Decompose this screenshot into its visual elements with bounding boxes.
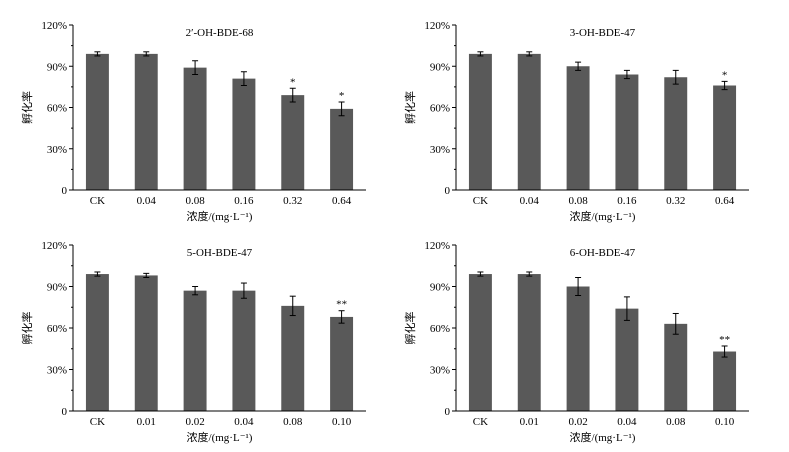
x-tick-label: 0.04 — [137, 195, 157, 207]
bar — [85, 53, 109, 191]
panel-5-oh-bde-47: CK 0.01 0.02 0.04 0.08 ** 0.10 0 30% 60% 90% 120% 5-… — [20, 240, 366, 444]
x-tick-label: CK — [90, 195, 105, 207]
x-tick-label: 0.02 — [185, 416, 204, 428]
y-axis-label: 孵化率 — [403, 312, 417, 345]
x-tick-label: 0.08 — [283, 416, 303, 428]
bar — [183, 67, 207, 191]
bar — [468, 53, 492, 191]
x-tick-label: 0.02 — [568, 416, 587, 428]
panel-6-oh-bde-47: CK 0.01 0.02 0.04 0.08 ** 0.10 0 30% 60% 90% 120% 6-… — [403, 240, 749, 444]
y-tick-label: 0 — [62, 406, 68, 418]
x-tick-label: 0.64 — [715, 195, 735, 207]
x-tick-label: 0.64 — [332, 195, 352, 207]
x-tick-label: 0.08 — [185, 195, 205, 207]
significance-mark: * — [290, 76, 296, 88]
x-axis-label: 浓度/(mg·L⁻¹) — [187, 209, 253, 223]
x-tick-label: 0.01 — [520, 416, 539, 428]
x-tick-label: 0.16 — [617, 195, 637, 207]
bar — [134, 275, 158, 411]
bar — [85, 274, 109, 411]
x-tick-label: 0.01 — [137, 416, 156, 428]
y-tick-label: 90% — [47, 282, 67, 294]
y-axis-label: 孵化率 — [403, 91, 417, 124]
bar — [615, 308, 639, 411]
y-tick-label: 60% — [430, 103, 450, 115]
y-tick-label: 90% — [430, 282, 450, 294]
y-tick-label: 90% — [430, 61, 450, 73]
y-tick-label: 30% — [430, 365, 450, 377]
x-tick-label: 0.04 — [234, 416, 254, 428]
x-tick-label: 0.10 — [332, 416, 352, 428]
significance-mark: ** — [719, 334, 730, 346]
x-tick-label: 0.08 — [568, 195, 588, 207]
bar — [566, 66, 590, 190]
y-tick-label: 30% — [47, 365, 67, 377]
bar — [566, 286, 590, 411]
panel-title: 3-OH-BDE-47 — [570, 27, 636, 39]
bar — [664, 323, 688, 411]
bar — [281, 305, 305, 411]
bar — [232, 78, 256, 190]
panel-title: 2′-OH-BDE-68 — [186, 27, 254, 39]
significance-mark: * — [722, 69, 728, 81]
y-tick-label: 60% — [47, 323, 67, 335]
bar — [183, 290, 207, 411]
bar — [517, 274, 541, 411]
x-axis-label: 浓度/(mg·L⁻¹) — [570, 209, 636, 223]
panel-3-oh-bde-47: CK 0.04 0.08 0.16 0.32 * 0.64 0 30% 60% 90% 120% 3-O… — [403, 20, 749, 223]
x-tick-label: 0.10 — [715, 416, 735, 428]
y-axis-label: 孵化率 — [20, 91, 34, 124]
y-tick-label: 120% — [41, 20, 67, 32]
y-axis-label: 孵化率 — [20, 312, 34, 345]
x-tick-label: 0.32 — [283, 195, 302, 207]
y-tick-label: 0 — [445, 406, 451, 418]
y-tick-label: 30% — [47, 144, 67, 156]
bar — [330, 316, 354, 411]
panel-title: 5-OH-BDE-47 — [187, 247, 253, 259]
bar — [330, 108, 354, 191]
x-axis-label: 浓度/(mg·L⁻¹) — [187, 430, 253, 444]
y-tick-label: 60% — [430, 323, 450, 335]
x-tick-label: 0.04 — [520, 195, 540, 207]
y-tick-label: 120% — [424, 240, 450, 252]
bar — [232, 290, 256, 411]
bar — [517, 53, 541, 191]
y-tick-label: 120% — [41, 240, 67, 252]
y-tick-label: 0 — [445, 185, 451, 197]
x-axis-label: 浓度/(mg·L⁻¹) — [570, 430, 636, 444]
y-tick-label: 60% — [47, 103, 67, 115]
bar — [468, 274, 492, 411]
bar — [664, 77, 688, 190]
significance-mark: ** — [336, 299, 347, 311]
y-tick-label: 120% — [424, 20, 450, 32]
bar — [615, 74, 639, 190]
significance-mark: * — [339, 90, 345, 102]
bar — [281, 95, 305, 190]
bar — [713, 85, 737, 190]
y-tick-label: 30% — [430, 144, 450, 156]
panel-title: 6-OH-BDE-47 — [570, 247, 636, 259]
bar — [134, 53, 158, 191]
bar — [713, 351, 737, 411]
x-tick-label: CK — [90, 416, 105, 428]
x-tick-label: 0.16 — [234, 195, 254, 207]
x-tick-label: 0.08 — [666, 416, 686, 428]
x-tick-label: 0.32 — [666, 195, 685, 207]
y-tick-label: 0 — [62, 185, 68, 197]
y-tick-label: 90% — [47, 61, 67, 73]
x-tick-label: CK — [473, 195, 488, 207]
panel-2-oh-bde-68: CK 0.04 0.08 0.16 * 0.32 * 0.64 0 30% 60% 90% 120% 2′… — [20, 20, 366, 223]
x-tick-label: 0.04 — [617, 416, 637, 428]
x-tick-label: CK — [473, 416, 488, 428]
